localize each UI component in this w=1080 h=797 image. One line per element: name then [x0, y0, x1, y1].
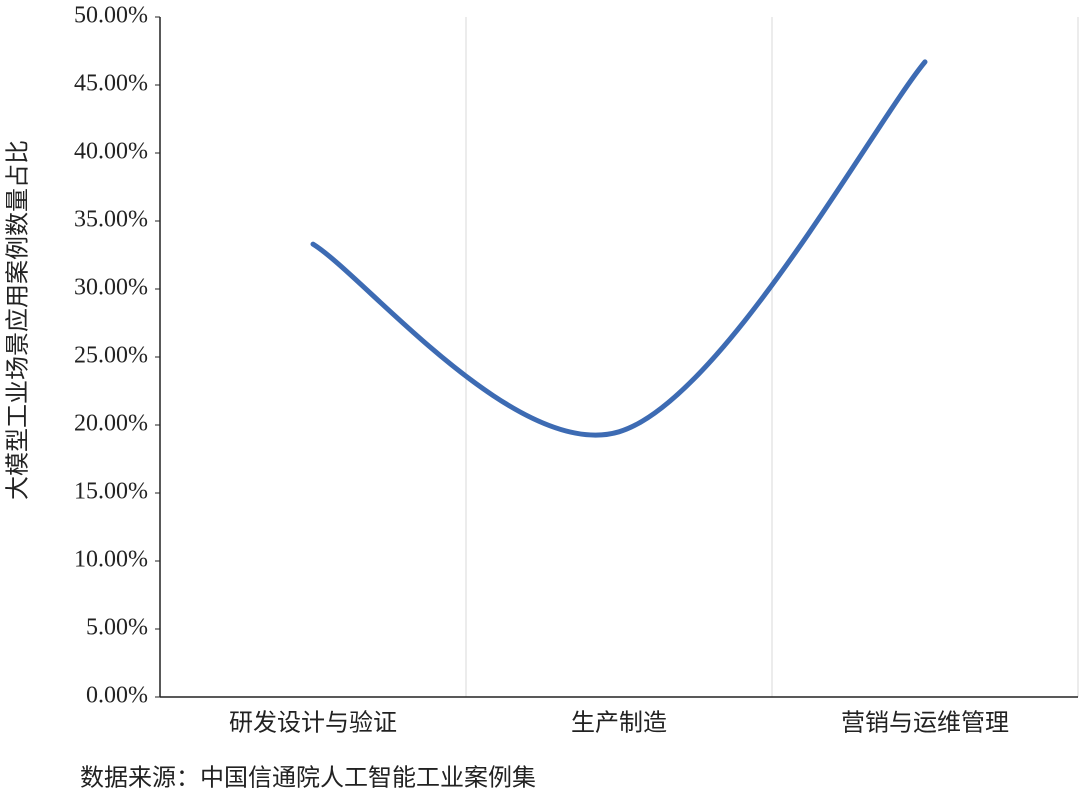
y-tick-label: 40.00%	[74, 139, 148, 165]
y-tick-label: 20.00%	[74, 411, 148, 437]
y-axis-title: 大模型工业场景应用案例数量占比	[5, 140, 32, 500]
data-line	[310, 59, 928, 438]
y-tick-label: 45.00%	[74, 71, 148, 97]
y-tick-label: 0.00%	[86, 683, 148, 709]
x-tick-label: 生产制造	[571, 710, 667, 737]
source-note: 数据来源：中国信通院人工智能工业案例集	[80, 765, 536, 792]
y-tick-label: 15.00%	[74, 479, 148, 505]
y-tick-label: 30.00%	[74, 275, 148, 301]
y-tick-label: 25.00%	[74, 343, 148, 369]
y-tick-label: 5.00%	[86, 615, 148, 641]
y-tick-label: 50.00%	[74, 3, 148, 29]
x-tick-label: 研发设计与验证	[229, 710, 397, 737]
y-tick-label: 35.00%	[74, 207, 148, 233]
y-tick-label: 10.00%	[74, 547, 148, 573]
x-tick-label: 营销与运维管理	[841, 710, 1009, 737]
